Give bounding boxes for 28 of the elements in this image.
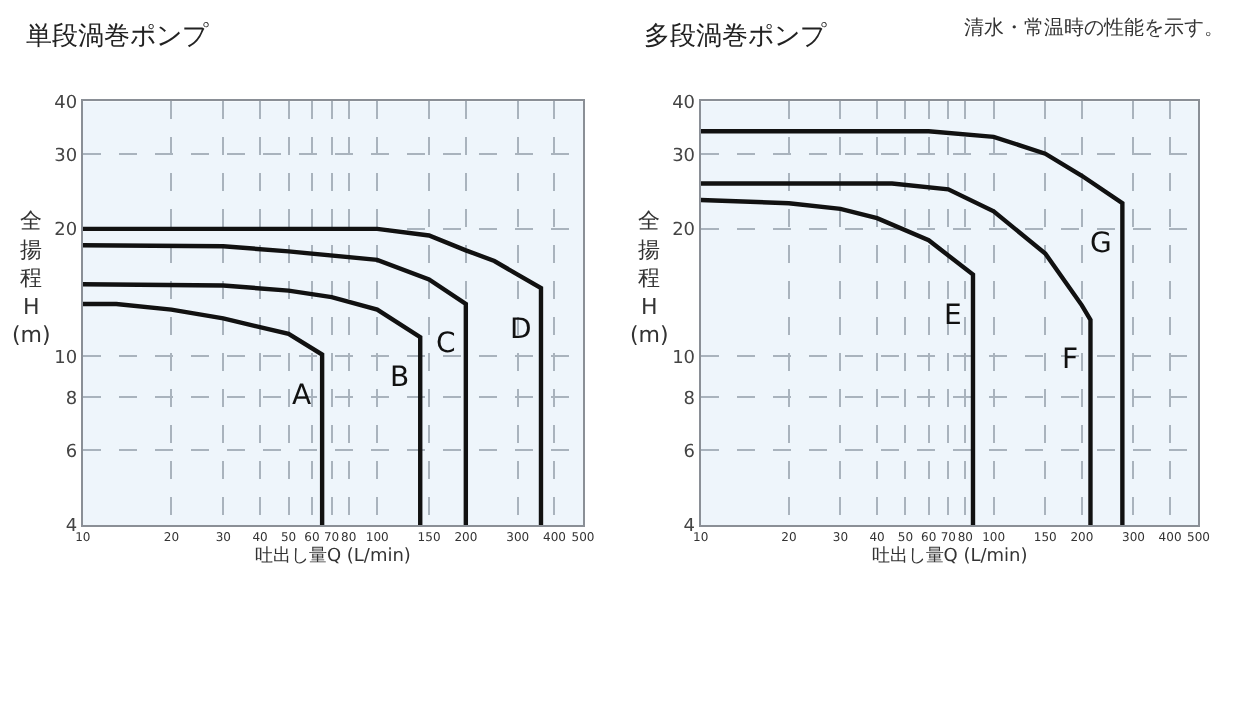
series-label: C [436, 328, 456, 360]
series-label: F [1062, 344, 1079, 376]
y-tick-label: 10 [54, 348, 78, 369]
y-tick-label: 8 [65, 389, 78, 410]
y-tick-label: 30 [54, 146, 78, 167]
chart-title: 単段渦巻ポンプ [26, 22, 210, 52]
x-axis-title: 吐出し量Q (L/min) [871, 545, 1028, 568]
series-label: E [944, 300, 962, 332]
series-label: B [390, 362, 410, 394]
y-tick-label: 6 [683, 442, 696, 463]
y-tick-label: 4 [683, 517, 696, 538]
y-tick-label: 6 [65, 442, 78, 463]
y-axis-title: 全揚程H(m) [630, 208, 669, 349]
y-tick-label: 20 [54, 221, 78, 242]
x-axis-title: 吐出し量Q (L/min) [254, 545, 411, 568]
chart-title: 多段渦巻ポンプ [644, 22, 828, 52]
text: 清水・常温時の性能を示す。 [964, 16, 1224, 40]
series-label: D [510, 314, 532, 346]
y-tick-label: 40 [54, 93, 78, 114]
y-tick-label: 10 [672, 348, 696, 369]
series-label: G [1090, 228, 1112, 260]
series-label: A [292, 380, 312, 412]
y-axis-title: 全揚程H(m) [12, 208, 51, 349]
y-tick-label: 4 [65, 517, 78, 538]
y-tick-label: 40 [672, 93, 696, 114]
y-tick-label: 30 [672, 146, 696, 167]
y-tick-label: 20 [672, 221, 696, 242]
y-tick-label: 8 [683, 389, 696, 410]
